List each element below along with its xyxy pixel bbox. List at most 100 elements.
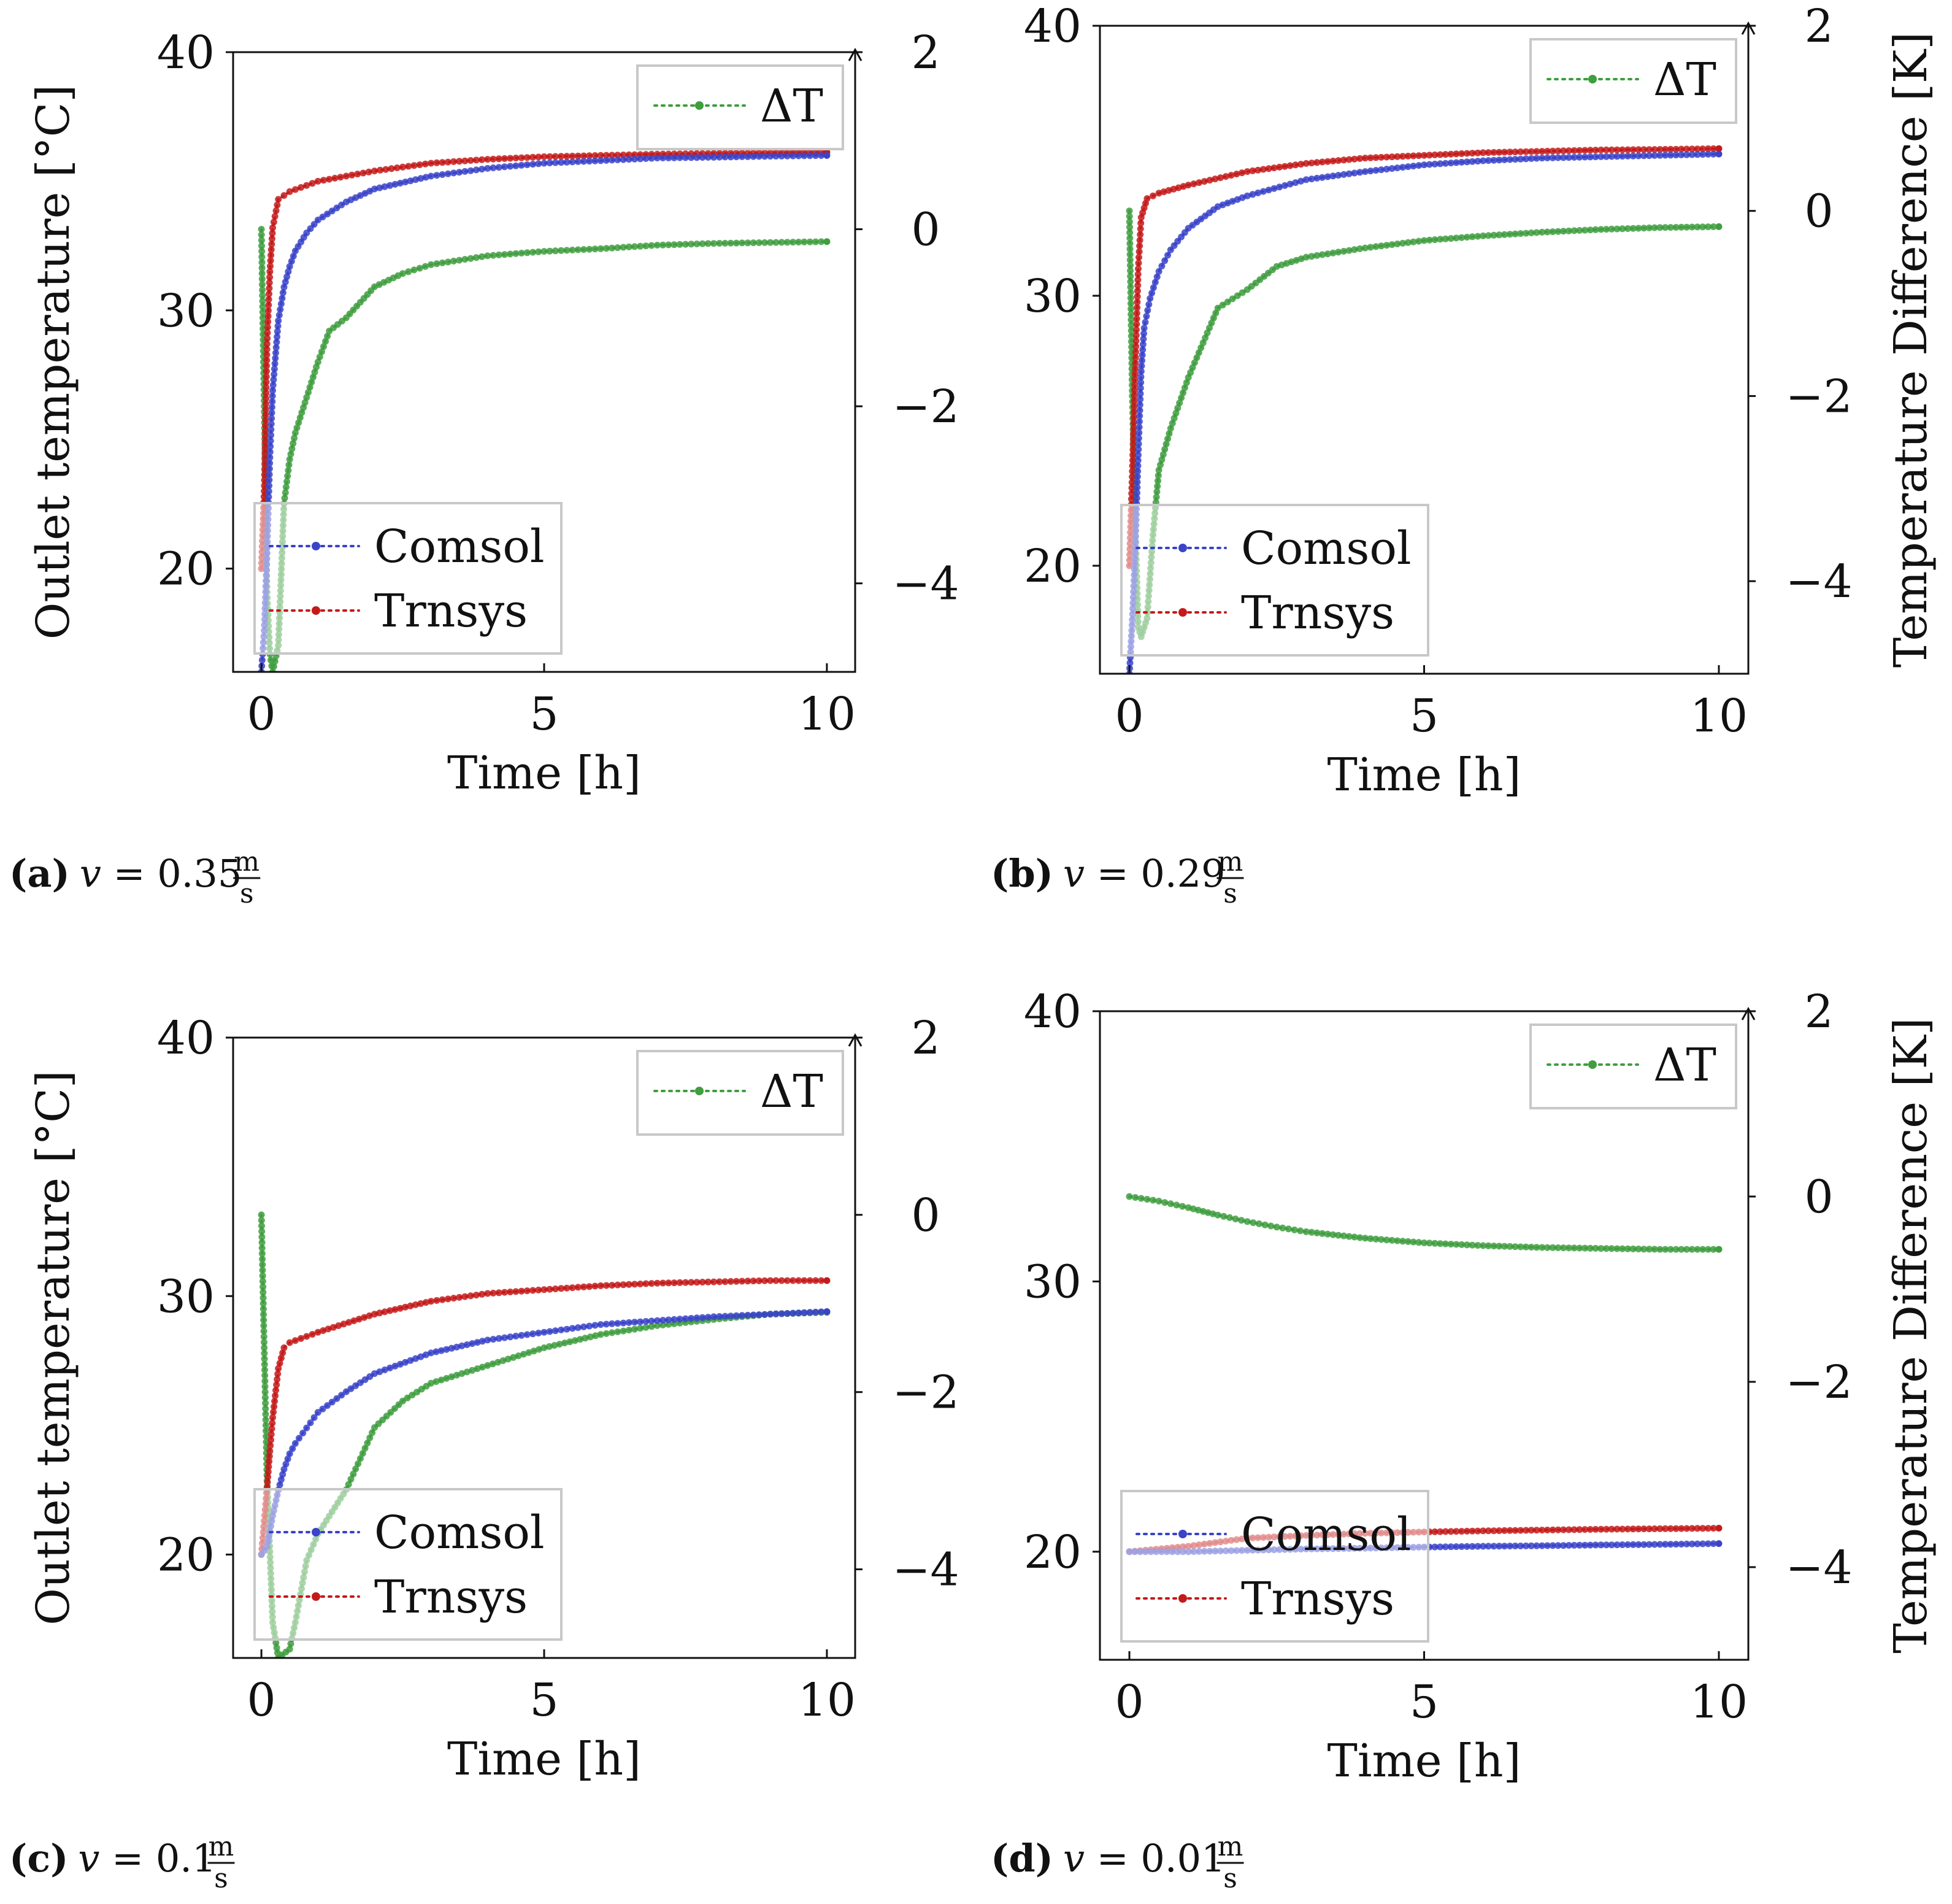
marker-trnsys (495, 1289, 502, 1297)
marker-comsol (1345, 170, 1353, 177)
marker-delta-t (504, 1355, 512, 1363)
marker-comsol (1378, 166, 1385, 174)
marker-comsol (1324, 173, 1331, 180)
marker-comsol (407, 1357, 414, 1364)
marker-comsol (614, 1320, 621, 1327)
marker-delta-t (507, 250, 514, 258)
marker-comsol (1265, 187, 1272, 194)
marker-delta-t (1319, 1230, 1326, 1237)
marker-delta-t (1128, 310, 1135, 318)
marker-comsol (1527, 155, 1535, 162)
marker-delta-t (260, 1322, 267, 1329)
marker-comsol (1533, 1542, 1540, 1549)
marker-comsol (648, 155, 655, 162)
marker-trnsys (620, 1281, 627, 1289)
marker-delta-t (1421, 237, 1427, 244)
marker-comsol (1613, 153, 1621, 160)
marker-delta-t (259, 287, 266, 294)
marker-delta-t (282, 484, 290, 491)
marker-trnsys (1340, 156, 1347, 164)
marker-trnsys (267, 1431, 275, 1438)
marker-trnsys (501, 155, 508, 162)
marker-trnsys (1715, 1525, 1723, 1532)
marker-delta-t (1635, 1246, 1642, 1252)
marker-delta-t (1597, 226, 1605, 233)
marker-delta-t (580, 246, 587, 253)
marker-trnsys (355, 1316, 363, 1323)
marker-delta-t (1234, 292, 1241, 299)
marker-delta-t (259, 1283, 267, 1290)
marker-comsol (744, 153, 751, 160)
marker-delta-t (1463, 234, 1470, 241)
marker-trnsys (1699, 1525, 1707, 1532)
marker-trnsys (546, 153, 553, 160)
marker-trnsys (444, 158, 451, 166)
marker-delta-t (515, 1352, 522, 1360)
marker-trnsys (1517, 148, 1524, 155)
marker-comsol (396, 180, 404, 187)
marker-delta-t (258, 226, 265, 233)
x-axis-label: Time [h] (447, 747, 641, 800)
marker-comsol (1565, 1542, 1572, 1549)
y2-tick-label: 2 (1804, 985, 1833, 1038)
marker-trnsys (574, 152, 582, 160)
marker-comsol (472, 166, 480, 174)
marker-trnsys (275, 196, 282, 203)
marker-comsol (518, 1332, 525, 1339)
marker-delta-t (259, 1272, 266, 1279)
marker-comsol (659, 154, 667, 161)
marker-delta-t (540, 1344, 548, 1351)
marker-delta-t (258, 270, 266, 277)
marker-comsol (1667, 152, 1674, 159)
marker-delta-t (682, 241, 689, 248)
marker-delta-t (1613, 225, 1621, 233)
marker-trnsys (1635, 146, 1642, 153)
marker-delta-t (609, 244, 616, 252)
marker-comsol (484, 1336, 491, 1344)
marker-comsol (1463, 1543, 1470, 1550)
marker-delta-t (1543, 1244, 1551, 1251)
marker-comsol (1581, 153, 1589, 161)
marker-trnsys (535, 1286, 542, 1293)
marker-comsol (391, 180, 399, 188)
marker-comsol (1458, 1543, 1466, 1550)
marker-trnsys (1431, 151, 1439, 158)
marker-comsol (1135, 446, 1142, 453)
marker-comsol (1421, 161, 1427, 169)
marker-comsol (1410, 163, 1417, 170)
caption-value: = 0.29 (1085, 851, 1225, 896)
y2-tick-label: −4 (892, 558, 959, 611)
marker-trnsys (1586, 147, 1594, 154)
marker-delta-t (286, 456, 293, 463)
marker-comsol (1151, 279, 1159, 286)
marker-trnsys (1667, 1525, 1674, 1532)
marker-trnsys (1672, 1525, 1680, 1532)
marker-comsol (823, 152, 831, 159)
marker-trnsys (693, 1279, 701, 1286)
marker-trnsys (266, 1447, 274, 1455)
marker-delta-t (261, 1372, 269, 1379)
marker-delta-t (356, 1455, 364, 1462)
marker-trnsys (1196, 179, 1203, 187)
marker-comsol (591, 157, 599, 164)
marker-delta-t (1619, 1245, 1626, 1252)
x-axis-label: Time [h] (1328, 1735, 1521, 1787)
marker-comsol (739, 153, 746, 160)
marker-trnsys (1533, 1527, 1540, 1534)
marker-comsol (1517, 155, 1524, 163)
marker-delta-t (1378, 1236, 1385, 1243)
marker-delta-t (1126, 207, 1133, 215)
caption: (a) v = 0.35 ms (9, 846, 261, 909)
marker-comsol (1539, 1542, 1546, 1549)
marker-comsol (767, 1311, 774, 1318)
marker-comsol (412, 176, 419, 183)
marker-delta-t (535, 248, 542, 255)
marker-comsol (1496, 156, 1503, 164)
marker-delta-t (1549, 1244, 1556, 1251)
marker-trnsys (280, 192, 288, 199)
marker-delta-t (1453, 234, 1460, 242)
marker-delta-t (474, 1365, 481, 1373)
marker-delta-t (1683, 1246, 1690, 1253)
marker-comsol (266, 460, 274, 467)
marker-trnsys (1134, 282, 1142, 289)
